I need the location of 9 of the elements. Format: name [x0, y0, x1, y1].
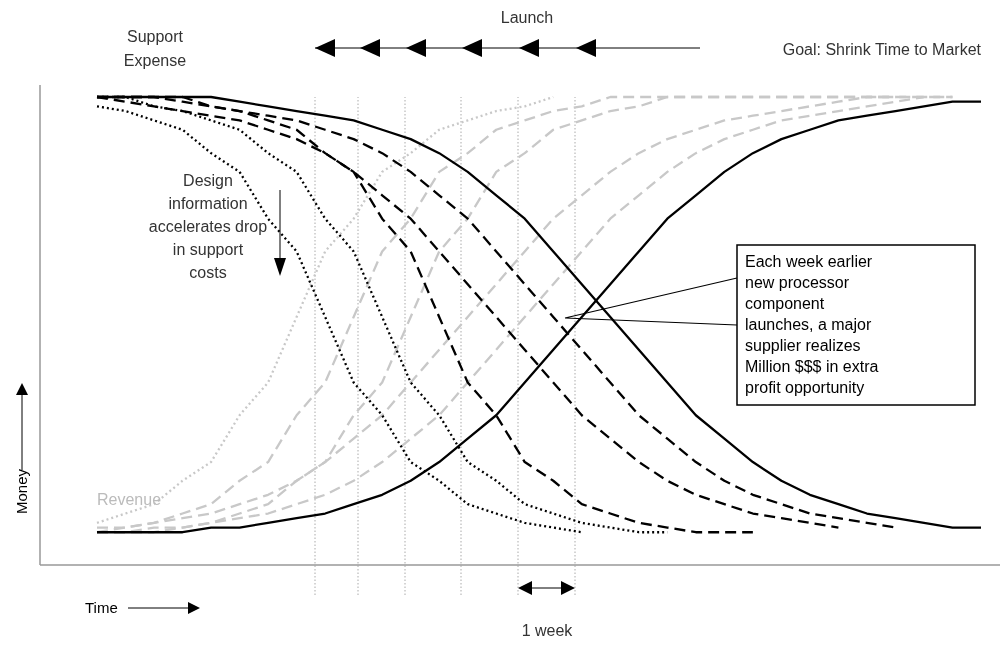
y-axis-title: Money	[13, 468, 30, 514]
annotation: Each week earlier new processor component launches, a major supplier realizes Million $$$ in extra profit opportunity	[745, 253, 879, 396]
text: Launch	[500, 9, 554, 26]
annotation: Design information accelerates drop in support costs	[148, 172, 268, 281]
x-axis-title: Time	[85, 599, 118, 616]
text: Goal: Shrink Time to Market	[782, 41, 982, 58]
text: 1 week	[521, 622, 574, 639]
annotation: Revenue	[97, 491, 162, 508]
text: Support Expense	[123, 28, 187, 69]
